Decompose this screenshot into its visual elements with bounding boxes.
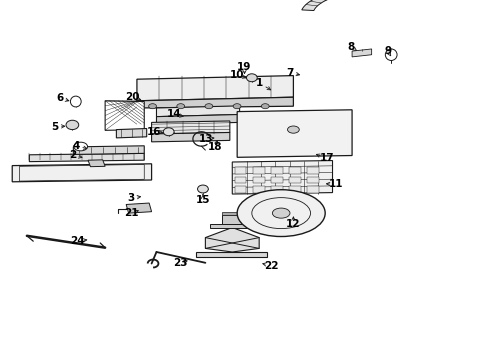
Text: 18: 18 xyxy=(207,142,222,152)
Polygon shape xyxy=(116,129,146,138)
Text: 11: 11 xyxy=(328,179,343,189)
Text: 10: 10 xyxy=(229,69,244,80)
Text: 15: 15 xyxy=(195,195,210,205)
Ellipse shape xyxy=(233,104,241,109)
Ellipse shape xyxy=(261,104,268,109)
Polygon shape xyxy=(29,153,144,162)
Bar xyxy=(270,186,282,193)
Polygon shape xyxy=(156,106,239,117)
Text: 19: 19 xyxy=(237,62,251,72)
Bar xyxy=(234,186,246,193)
Polygon shape xyxy=(205,228,259,252)
Polygon shape xyxy=(232,161,332,194)
Polygon shape xyxy=(210,224,254,228)
Text: 1: 1 xyxy=(255,78,262,88)
Bar xyxy=(252,177,264,183)
Ellipse shape xyxy=(177,104,184,109)
Text: 5: 5 xyxy=(51,122,58,132)
Polygon shape xyxy=(137,97,293,108)
Text: 2: 2 xyxy=(69,150,76,160)
Text: 8: 8 xyxy=(347,42,354,52)
Polygon shape xyxy=(151,121,229,134)
Polygon shape xyxy=(73,146,144,154)
Text: 4: 4 xyxy=(72,141,80,151)
Ellipse shape xyxy=(246,74,257,82)
Text: 20: 20 xyxy=(124,92,139,102)
Polygon shape xyxy=(137,76,293,101)
Text: 23: 23 xyxy=(172,258,187,268)
Polygon shape xyxy=(12,164,151,182)
Polygon shape xyxy=(126,203,151,213)
Text: 22: 22 xyxy=(264,261,278,271)
Text: 24: 24 xyxy=(70,236,84,246)
Ellipse shape xyxy=(163,128,174,136)
Ellipse shape xyxy=(74,142,87,151)
Ellipse shape xyxy=(204,104,212,109)
Bar xyxy=(270,177,282,183)
Text: 7: 7 xyxy=(285,68,293,78)
Polygon shape xyxy=(105,101,144,130)
Bar xyxy=(234,167,246,174)
Polygon shape xyxy=(151,132,229,142)
Bar xyxy=(288,167,300,174)
Text: 3: 3 xyxy=(127,193,134,203)
Bar xyxy=(222,215,242,224)
Text: 21: 21 xyxy=(123,208,138,218)
Ellipse shape xyxy=(66,120,79,130)
Polygon shape xyxy=(88,160,105,167)
Ellipse shape xyxy=(237,190,325,237)
Text: 12: 12 xyxy=(285,219,300,229)
Polygon shape xyxy=(156,114,239,125)
Bar xyxy=(252,186,264,193)
Polygon shape xyxy=(301,0,374,10)
Ellipse shape xyxy=(148,104,156,109)
Ellipse shape xyxy=(197,185,208,193)
Text: 13: 13 xyxy=(199,134,213,144)
Text: 14: 14 xyxy=(166,109,181,120)
Bar xyxy=(234,177,246,183)
Bar xyxy=(222,212,242,215)
Text: 9: 9 xyxy=(384,46,390,56)
Bar xyxy=(306,167,318,174)
Text: 6: 6 xyxy=(56,93,63,103)
Bar xyxy=(288,177,300,183)
Ellipse shape xyxy=(287,126,299,133)
Bar xyxy=(252,167,264,174)
Polygon shape xyxy=(237,110,351,157)
Text: 16: 16 xyxy=(146,127,161,137)
Polygon shape xyxy=(351,49,371,57)
Bar xyxy=(306,177,318,183)
Ellipse shape xyxy=(70,96,81,107)
Bar xyxy=(306,186,318,193)
Ellipse shape xyxy=(272,208,289,218)
Polygon shape xyxy=(195,252,266,257)
Text: 17: 17 xyxy=(319,153,333,163)
Bar xyxy=(270,167,282,174)
Bar xyxy=(288,186,300,193)
